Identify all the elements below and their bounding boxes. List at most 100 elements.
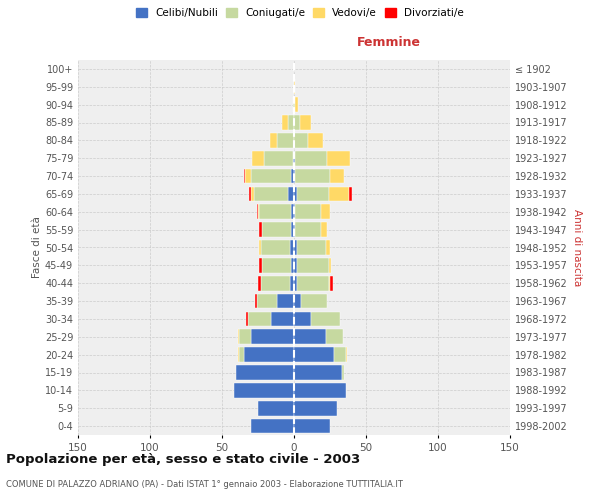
Bar: [295, 168, 330, 184]
Bar: [294, 240, 297, 255]
Bar: [294, 98, 295, 112]
Bar: [261, 240, 290, 255]
Bar: [322, 204, 330, 219]
Bar: [277, 294, 294, 308]
Bar: [294, 222, 295, 237]
Bar: [295, 204, 322, 219]
Bar: [244, 168, 245, 184]
Bar: [300, 115, 311, 130]
Bar: [329, 186, 349, 201]
Bar: [291, 204, 294, 219]
Bar: [259, 204, 291, 219]
Bar: [294, 419, 330, 434]
Bar: [294, 151, 295, 166]
Bar: [258, 276, 261, 290]
Bar: [294, 365, 341, 380]
Bar: [239, 330, 251, 344]
Text: Femmine: Femmine: [357, 36, 421, 49]
Bar: [254, 186, 288, 201]
Bar: [295, 98, 298, 112]
Bar: [261, 276, 290, 290]
Bar: [238, 330, 239, 344]
Text: Popolazione per età, sesso e stato civile - 2003: Popolazione per età, sesso e stato civil…: [6, 452, 360, 466]
Bar: [262, 258, 291, 272]
Bar: [297, 240, 326, 255]
Bar: [326, 330, 343, 344]
Bar: [251, 186, 254, 201]
Bar: [262, 222, 291, 237]
Bar: [294, 348, 334, 362]
Bar: [258, 204, 259, 219]
Bar: [308, 133, 323, 148]
Bar: [295, 222, 322, 237]
Bar: [269, 133, 277, 148]
Bar: [294, 186, 297, 201]
Bar: [330, 168, 344, 184]
Bar: [334, 348, 346, 362]
Bar: [297, 276, 329, 290]
Bar: [294, 276, 297, 290]
Bar: [294, 133, 308, 148]
Bar: [295, 151, 327, 166]
Bar: [327, 151, 350, 166]
Bar: [329, 276, 330, 290]
Bar: [259, 222, 262, 237]
Bar: [251, 419, 294, 434]
Bar: [294, 204, 295, 219]
Y-axis label: Anni di nascita: Anni di nascita: [572, 209, 581, 286]
Bar: [294, 401, 337, 415]
Bar: [251, 330, 294, 344]
Bar: [264, 151, 293, 166]
Bar: [259, 258, 262, 272]
Bar: [291, 222, 294, 237]
Bar: [311, 312, 340, 326]
Y-axis label: Fasce di età: Fasce di età: [32, 216, 42, 278]
Bar: [297, 186, 329, 201]
Bar: [294, 312, 311, 326]
Bar: [297, 258, 329, 272]
Bar: [283, 115, 288, 130]
Bar: [288, 115, 294, 130]
Bar: [250, 186, 251, 201]
Bar: [294, 80, 295, 94]
Bar: [301, 294, 327, 308]
Bar: [271, 312, 294, 326]
Bar: [322, 222, 327, 237]
Bar: [245, 168, 251, 184]
Bar: [294, 258, 297, 272]
Bar: [258, 401, 294, 415]
Legend: Celibi/Nubili, Coniugati/e, Vedovi/e, Divorziati/e: Celibi/Nubili, Coniugati/e, Vedovi/e, Di…: [133, 5, 467, 21]
Bar: [326, 240, 330, 255]
Bar: [259, 240, 261, 255]
Bar: [329, 258, 331, 272]
Bar: [349, 186, 352, 201]
Bar: [294, 115, 300, 130]
Bar: [236, 365, 294, 380]
Bar: [346, 348, 347, 362]
Bar: [330, 276, 333, 290]
Bar: [294, 330, 326, 344]
Bar: [238, 348, 239, 362]
Bar: [294, 383, 346, 398]
Bar: [290, 276, 294, 290]
Bar: [257, 204, 258, 219]
Bar: [233, 383, 294, 398]
Bar: [291, 168, 294, 184]
Bar: [293, 151, 294, 166]
Bar: [251, 168, 291, 184]
Bar: [291, 258, 294, 272]
Bar: [341, 365, 344, 380]
Bar: [244, 348, 294, 362]
Text: COMUNE DI PALAZZO ADRIANO (PA) - Dati ISTAT 1° gennaio 2003 - Elaborazione TUTTI: COMUNE DI PALAZZO ADRIANO (PA) - Dati IS…: [6, 480, 403, 489]
Bar: [247, 312, 248, 326]
Bar: [239, 348, 244, 362]
Bar: [255, 294, 257, 308]
Bar: [293, 98, 294, 112]
Bar: [257, 294, 277, 308]
Bar: [290, 240, 294, 255]
Bar: [288, 186, 294, 201]
Bar: [252, 151, 264, 166]
Bar: [277, 133, 294, 148]
Bar: [294, 168, 295, 184]
Bar: [294, 294, 301, 308]
